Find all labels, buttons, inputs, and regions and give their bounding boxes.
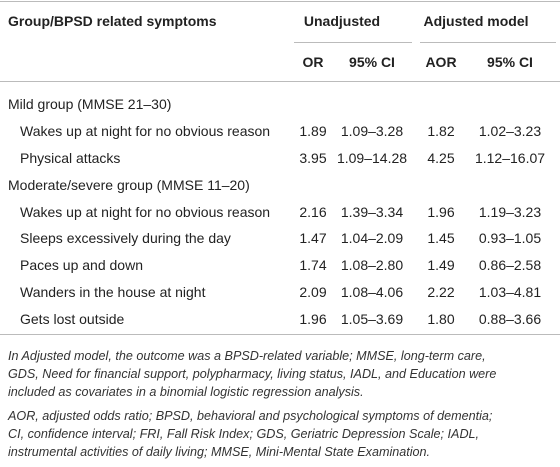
- rule: [420, 42, 556, 43]
- footnote: instrumental activities of daily living;…: [8, 444, 431, 459]
- cell: 0.86–2.58: [478, 257, 542, 274]
- cell: 1.39–3.34: [340, 203, 404, 220]
- cell: 1.09–3.28: [340, 123, 404, 139]
- cell: 1.19–3.23: [478, 203, 542, 220]
- cell: 0.93–1.05: [478, 230, 542, 247]
- rule: [0, 81, 560, 82]
- row-label: Wanders in the house at night: [20, 284, 206, 300]
- row-label: Physical attacks: [20, 149, 121, 166]
- column-header: 95% CI: [487, 54, 533, 70]
- row-label: Sleeps excessively during the day: [20, 230, 231, 247]
- column-header: AOR: [425, 54, 457, 70]
- cell: 2.09: [299, 284, 327, 300]
- cell: 1.47: [299, 230, 327, 247]
- cell: 1.02–3.23: [478, 123, 542, 139]
- header-group: Unadjusted: [303, 13, 381, 29]
- cell: 1.05–3.69: [340, 310, 404, 327]
- cell: 1.08–2.80: [340, 257, 404, 274]
- cell: 1.89: [299, 123, 327, 139]
- cell: 4.25: [427, 149, 455, 166]
- cell: 2.22: [427, 284, 455, 300]
- section-title: Mild group (MMSE 21–30): [8, 96, 172, 112]
- cell: 2.16: [299, 203, 327, 220]
- cell: 1.49: [427, 257, 455, 274]
- column-header: 95% CI: [349, 54, 395, 70]
- cell: 1.03–4.81: [478, 284, 542, 300]
- cell: 1.45: [427, 230, 455, 247]
- row-label: Paces up and down: [20, 257, 143, 274]
- rule: [0, 1, 560, 2]
- cell: 1.96: [427, 203, 455, 220]
- cell: 1.80: [427, 310, 455, 327]
- section-title: Moderate/severe group (MMSE 11–20): [8, 176, 250, 193]
- row-label: Wakes up at night for no obvious reason: [20, 123, 271, 139]
- cell: 1.96: [299, 310, 327, 327]
- cell: 1.04–2.09: [340, 230, 404, 247]
- rule: [0, 333, 560, 335]
- footnote: AOR, adjusted odds ratio; BPSD, behavior…: [8, 408, 493, 423]
- cell: 1.09–14.28: [336, 149, 408, 166]
- cell: 1.74: [299, 257, 327, 274]
- header-group: Adjusted model: [423, 13, 529, 29]
- cell: 0.88–3.66: [478, 310, 542, 327]
- cell: 1.08–4.06: [340, 284, 404, 300]
- column-header: OR: [302, 54, 324, 70]
- row-label: Wakes up at night for no obvious reason: [20, 203, 271, 220]
- cell: 1.82: [427, 123, 455, 139]
- cell: 3.95: [299, 149, 327, 166]
- footnote: included as covariates in a binomial log…: [8, 384, 364, 399]
- cell: 1.12–16.07: [474, 149, 546, 166]
- footnote: In Adjusted model, the outcome was a BPS…: [8, 348, 486, 363]
- footnote: CI, confidence interval; FRI, Fall Risk …: [8, 426, 480, 441]
- header-label: Group/BPSD related symptoms: [8, 13, 217, 29]
- rule: [294, 42, 412, 43]
- row-label: Gets lost outside: [20, 310, 125, 327]
- footnote: GDS, Need for financial support, polypha…: [8, 366, 497, 381]
